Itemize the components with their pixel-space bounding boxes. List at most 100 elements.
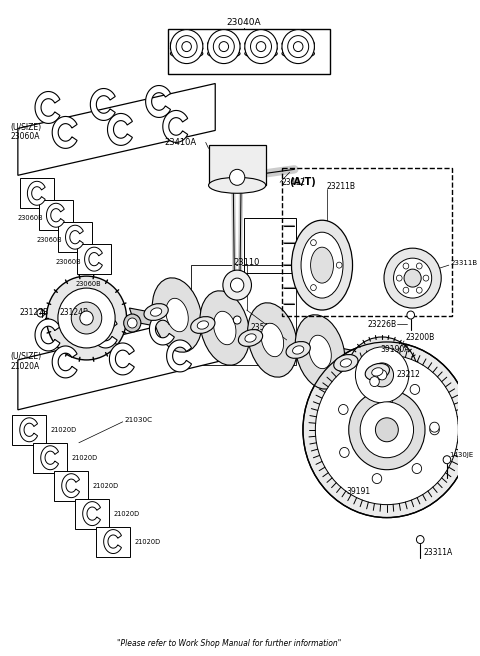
Circle shape — [245, 30, 277, 64]
Text: (U/SIZE): (U/SIZE) — [10, 352, 41, 361]
Ellipse shape — [372, 368, 383, 376]
Polygon shape — [52, 117, 77, 148]
Ellipse shape — [245, 39, 277, 48]
Text: 23110: 23110 — [233, 258, 260, 266]
Text: 23060B: 23060B — [75, 281, 101, 287]
Bar — [192, 265, 296, 365]
Ellipse shape — [245, 334, 256, 342]
Polygon shape — [27, 181, 45, 205]
Ellipse shape — [248, 303, 297, 377]
Ellipse shape — [282, 44, 314, 53]
Circle shape — [71, 302, 102, 334]
Circle shape — [359, 456, 367, 464]
Circle shape — [213, 35, 234, 58]
Circle shape — [417, 287, 422, 293]
Polygon shape — [66, 225, 84, 249]
Ellipse shape — [197, 321, 208, 329]
Ellipse shape — [334, 354, 358, 371]
Circle shape — [346, 337, 419, 413]
Text: 23311A: 23311A — [423, 548, 452, 557]
Polygon shape — [92, 316, 117, 348]
Polygon shape — [18, 83, 215, 175]
Circle shape — [412, 464, 421, 474]
Polygon shape — [18, 310, 225, 410]
Ellipse shape — [214, 311, 236, 345]
Circle shape — [219, 41, 228, 52]
Ellipse shape — [208, 49, 240, 58]
Text: 23060B: 23060B — [37, 237, 62, 243]
Circle shape — [389, 355, 395, 361]
Bar — [282, 169, 452, 316]
Circle shape — [230, 278, 244, 292]
Polygon shape — [104, 529, 121, 554]
Circle shape — [128, 318, 137, 328]
Ellipse shape — [239, 329, 263, 346]
Text: (A/T): (A/T) — [289, 177, 316, 188]
Ellipse shape — [365, 363, 389, 380]
Circle shape — [370, 355, 375, 361]
Circle shape — [360, 372, 366, 378]
Circle shape — [124, 314, 141, 332]
Bar — [168, 29, 330, 73]
Circle shape — [58, 288, 115, 348]
Circle shape — [223, 270, 252, 300]
Circle shape — [403, 287, 409, 293]
Circle shape — [404, 269, 421, 287]
Circle shape — [338, 405, 348, 415]
Ellipse shape — [208, 39, 240, 48]
Bar — [75, 499, 109, 529]
Text: 39191: 39191 — [346, 487, 371, 496]
Circle shape — [170, 30, 203, 64]
Circle shape — [384, 248, 441, 308]
Circle shape — [336, 262, 342, 268]
Text: 23226B: 23226B — [367, 319, 396, 329]
Text: 23124B: 23124B — [60, 308, 89, 317]
Text: 23200B: 23200B — [406, 333, 435, 342]
Circle shape — [182, 41, 192, 52]
Bar — [33, 443, 68, 473]
Bar — [244, 218, 296, 273]
Text: 21020D: 21020D — [92, 483, 119, 489]
Circle shape — [233, 316, 241, 324]
Circle shape — [315, 355, 458, 504]
Circle shape — [80, 311, 93, 325]
Circle shape — [288, 35, 309, 58]
Polygon shape — [108, 113, 132, 146]
Circle shape — [47, 276, 127, 360]
Circle shape — [407, 311, 415, 319]
Ellipse shape — [291, 220, 352, 310]
Ellipse shape — [282, 39, 314, 48]
Polygon shape — [83, 502, 100, 525]
Bar — [39, 200, 73, 230]
Text: 23212: 23212 — [396, 371, 420, 379]
Circle shape — [251, 35, 272, 58]
Circle shape — [293, 41, 303, 52]
Circle shape — [410, 384, 420, 394]
Ellipse shape — [309, 335, 331, 369]
Ellipse shape — [152, 278, 202, 352]
Circle shape — [303, 342, 471, 518]
Bar — [209, 146, 266, 185]
Ellipse shape — [170, 39, 203, 48]
Text: 23412: 23412 — [282, 178, 306, 187]
Circle shape — [372, 474, 382, 483]
Bar — [20, 178, 54, 208]
Circle shape — [394, 258, 432, 298]
Circle shape — [377, 370, 387, 380]
Text: 23060B: 23060B — [56, 259, 82, 265]
Polygon shape — [62, 474, 80, 498]
Ellipse shape — [144, 304, 168, 320]
Polygon shape — [149, 313, 174, 345]
Circle shape — [311, 285, 316, 291]
Circle shape — [256, 41, 266, 52]
Polygon shape — [90, 89, 115, 121]
Circle shape — [423, 275, 429, 281]
Circle shape — [403, 263, 409, 269]
Text: 23060A: 23060A — [10, 132, 40, 141]
Circle shape — [370, 377, 379, 386]
Circle shape — [389, 389, 395, 395]
Polygon shape — [84, 247, 102, 271]
Circle shape — [371, 363, 394, 387]
Ellipse shape — [166, 298, 188, 332]
Circle shape — [349, 390, 425, 470]
